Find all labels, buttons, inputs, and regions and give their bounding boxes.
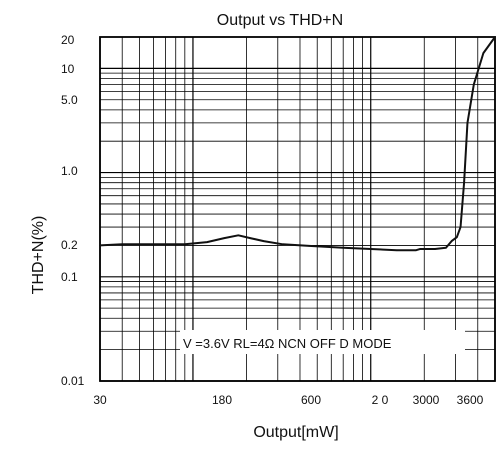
chart-title: Output vs THD+N: [217, 12, 343, 29]
x-axis-label: Output[mW]: [253, 424, 338, 441]
data-point-0-23: [473, 83, 475, 86]
annotation-background: [180, 330, 465, 354]
x-tick-label-5: 3600: [457, 393, 484, 407]
data-point-0-20: [459, 226, 462, 228]
x-tick-label-4: 3000: [413, 393, 440, 407]
y-tick-label-6: 0.01: [61, 374, 85, 388]
data-point-0-21: [463, 181, 465, 184]
y-tick-label-3: 1.0: [61, 164, 78, 178]
text-layer: Output vs THD+N Output[mW] THD+N(%) 30 18…: [30, 12, 484, 441]
y-axis-label: THD+N(%): [30, 216, 47, 295]
line-layer: [99, 36, 496, 252]
data-point-0-5: [223, 237, 225, 239]
data-point-0-12: [370, 248, 372, 250]
data-point-0-24: [482, 52, 485, 54]
data-point-0-3: [184, 243, 186, 245]
data-point-0-14: [415, 249, 417, 251]
data-point-0-13: [396, 249, 398, 251]
y-tick-label-0: 20: [61, 33, 75, 47]
plot-background: [100, 37, 495, 381]
data-point-0-10: [308, 245, 310, 247]
data-point-0-2: [152, 243, 155, 245]
data-point-0-7: [249, 237, 251, 239]
x-tick-label-0: 30: [93, 393, 107, 407]
x-tick-label-1: 180: [212, 393, 232, 407]
data-point-0-1: [121, 243, 123, 245]
data-point-0-8: [263, 240, 265, 242]
data-point-0-6: [237, 234, 240, 237]
chart-annotation: V =3.6V RL=4Ω NCN OFF D MODE: [183, 336, 392, 351]
y-tick-label-2: 5.0: [61, 93, 78, 107]
data-point-0-22: [466, 122, 469, 124]
data-point-0-0: [99, 244, 101, 247]
x-tick-label-2: 600: [301, 393, 321, 407]
data-point-0-16: [434, 248, 436, 250]
data-point-0-17: [445, 247, 447, 249]
y-tick-label-4: 0.2: [61, 238, 78, 252]
series-line-0: [99, 36, 496, 252]
data-point-0-15: [419, 248, 421, 250]
data-point-0-4: [206, 241, 208, 243]
data-point-0-18: [450, 240, 453, 242]
x-tick-label-3: 2 0: [372, 393, 389, 407]
data-point-0-9: [282, 243, 284, 245]
data-point-0-19: [456, 236, 458, 238]
data-point-0-11: [342, 247, 344, 249]
data-point-0-25: [494, 36, 496, 38]
grid-layer: [99, 36, 496, 382]
plot-frame: [99, 36, 496, 382]
y-tick-label-1: 10: [61, 62, 75, 76]
y-tick-label-5: 0.1: [61, 270, 78, 284]
